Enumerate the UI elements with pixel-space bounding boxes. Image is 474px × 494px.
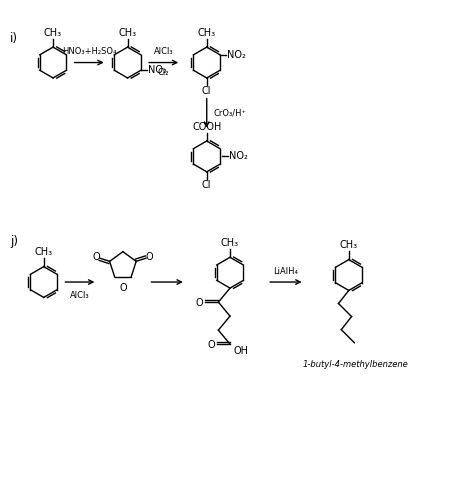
Text: CrO₃/H⁺: CrO₃/H⁺: [214, 109, 246, 118]
Text: HNO₃+H₂SO₄: HNO₃+H₂SO₄: [62, 47, 117, 56]
Text: NO₂: NO₂: [227, 50, 246, 60]
Text: O: O: [119, 283, 127, 293]
Text: j): j): [10, 235, 18, 248]
Text: CH₃: CH₃: [35, 247, 53, 257]
Text: CH₃: CH₃: [44, 28, 62, 38]
Text: AlCl₃: AlCl₃: [70, 291, 90, 300]
Text: Cl₂: Cl₂: [158, 68, 169, 77]
Text: Cl: Cl: [202, 86, 211, 96]
Text: 1-butyl-4-methylbenzene: 1-butyl-4-methylbenzene: [303, 361, 409, 370]
Text: O: O: [207, 340, 215, 350]
Text: i): i): [10, 32, 18, 45]
Text: OH: OH: [234, 346, 249, 357]
Text: Cl: Cl: [202, 180, 211, 190]
Text: CH₃: CH₃: [198, 28, 216, 38]
Text: O: O: [92, 252, 100, 262]
Text: O: O: [146, 252, 153, 262]
Text: NO₂: NO₂: [148, 65, 167, 75]
Text: O: O: [195, 298, 203, 308]
Text: CH₃: CH₃: [340, 240, 358, 250]
Text: AlCl₃: AlCl₃: [154, 47, 173, 56]
Text: LiAlH₄: LiAlH₄: [273, 267, 299, 277]
Text: NO₂: NO₂: [228, 151, 247, 162]
Text: CH₃: CH₃: [221, 238, 239, 248]
Text: CH₃: CH₃: [118, 28, 137, 38]
Text: COOH: COOH: [192, 122, 221, 132]
